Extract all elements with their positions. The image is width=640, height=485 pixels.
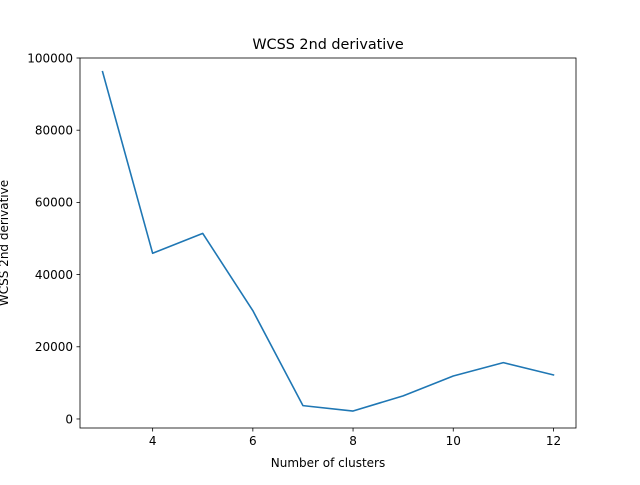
- x-axis-ticks: 4 6 8 10 12: [149, 428, 561, 448]
- plot-area-background: [80, 58, 576, 428]
- y-tick-label: 20000: [35, 340, 73, 354]
- y-tick-label: 0: [65, 412, 73, 426]
- x-tick-label: 10: [446, 434, 461, 448]
- y-tick-label: 100000: [27, 51, 73, 65]
- axes-frame: [79, 57, 577, 429]
- y-tick-label: 40000: [35, 268, 73, 282]
- chart-title: WCSS 2nd derivative: [252, 37, 404, 53]
- x-tick-label: 8: [349, 434, 357, 448]
- series-line-1: [101, 70, 555, 412]
- series-layer: [101, 70, 555, 412]
- y-axis-label: WCSS 2nd derivative: [0, 180, 11, 306]
- x-tick-label: 6: [249, 434, 257, 448]
- y-axis-ticks: 0 20000 40000 60000 80000 100000: [27, 51, 80, 426]
- x-axis-label: Number of clusters: [271, 456, 385, 470]
- y-tick-label: 80000: [35, 123, 73, 137]
- y-tick-label: 60000: [35, 196, 73, 210]
- x-tick-label: 4: [149, 434, 157, 448]
- x-tick-label: 12: [546, 434, 561, 448]
